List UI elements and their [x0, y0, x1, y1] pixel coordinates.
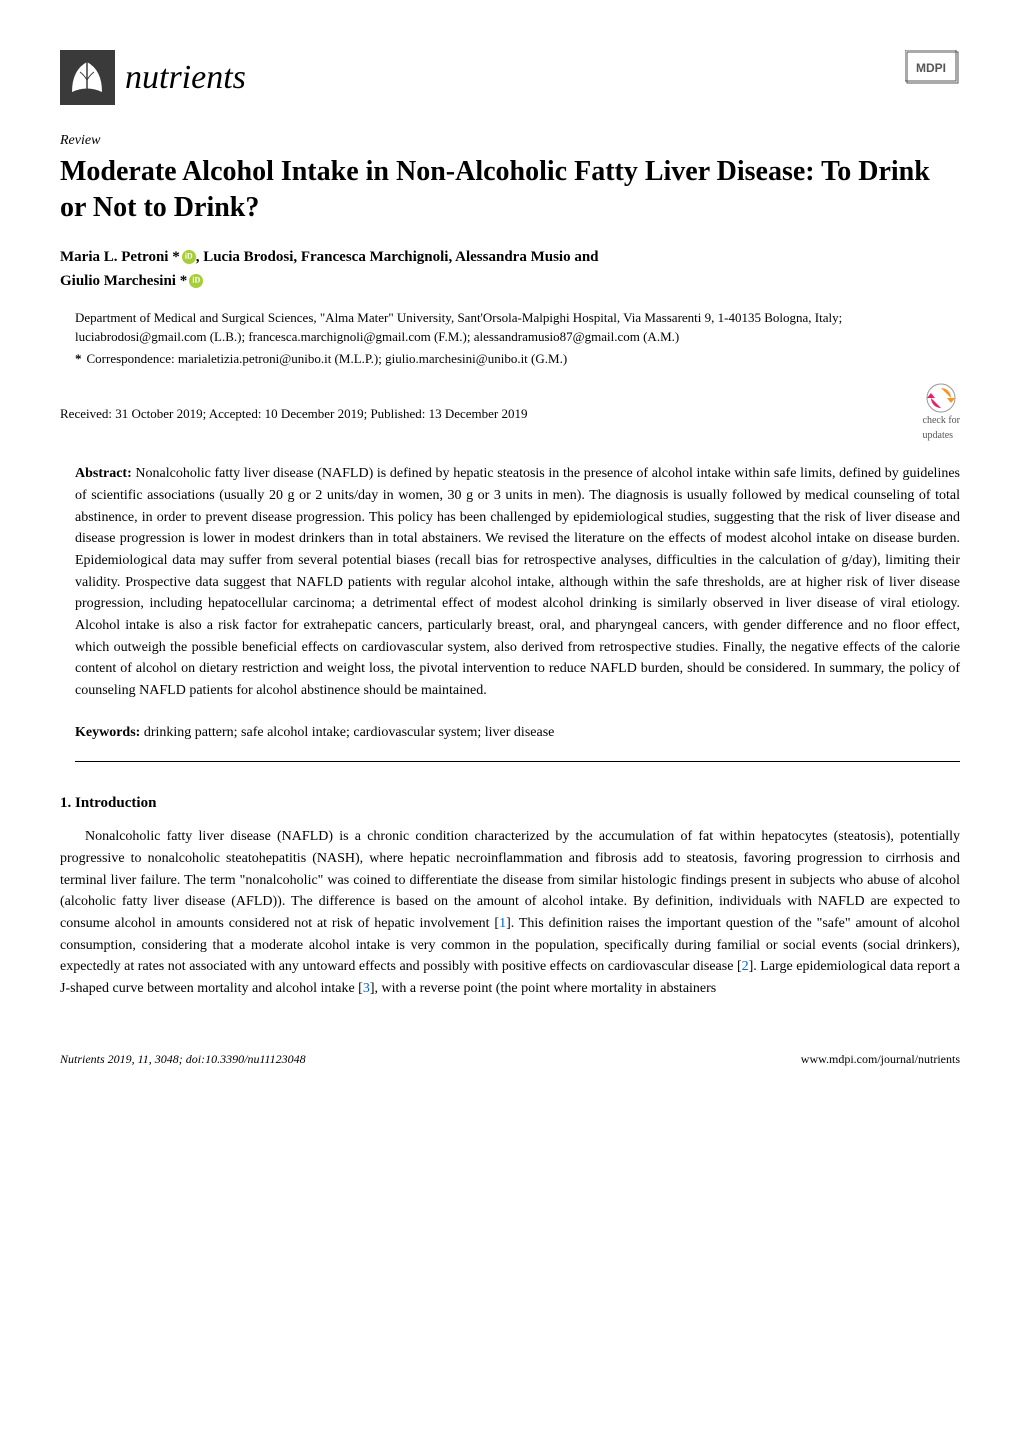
publication-dates: Received: 31 October 2019; Accepted: 10 …: [60, 404, 528, 424]
orcid-icon[interactable]: [189, 274, 203, 288]
svg-text:MDPI: MDPI: [916, 61, 946, 75]
abstract-block: Abstract: Nonalcoholic fatty liver disea…: [75, 463, 960, 702]
section-divider: [75, 761, 960, 762]
article-title: Moderate Alcohol Intake in Non-Alcoholic…: [60, 154, 960, 227]
correspondence-line: * Correspondence: marialetizia.petroni@un…: [75, 349, 960, 369]
mdpi-logo-icon: MDPI: [905, 50, 960, 85]
keywords-block: Keywords: drinking pattern; safe alcohol…: [75, 722, 960, 743]
dates-row: Received: 31 October 2019; Accepted: 10 …: [60, 383, 960, 443]
section-number: 1.: [60, 795, 71, 811]
journal-name: nutrients: [125, 52, 246, 103]
page-footer: Nutrients 2019, 11, 3048; doi:10.3390/nu…: [60, 1050, 960, 1068]
affiliation-text: Department of Medical and Surgical Scien…: [75, 308, 960, 347]
body-paragraph: Nonalcoholic fatty liver disease (NAFLD)…: [60, 826, 960, 1000]
reference-link-3[interactable]: 3: [363, 981, 370, 996]
author-name: Maria L. Petroni *: [60, 249, 180, 265]
correspondence-marker: *: [75, 351, 82, 366]
affiliation-block: Department of Medical and Surgical Scien…: [75, 308, 960, 369]
check-updates-icon: [926, 383, 956, 413]
keywords-label: Keywords:: [75, 725, 140, 740]
author-name-2: Giulio Marchesini *: [60, 273, 187, 289]
section-heading: 1. Introduction: [60, 792, 960, 815]
article-type: Review: [60, 130, 960, 151]
abstract-label: Abstract:: [75, 466, 132, 481]
reference-link-2[interactable]: 2: [742, 959, 749, 974]
correspondence-text: Correspondence: marialetizia.petroni@uni…: [87, 351, 568, 366]
authors-block: Maria L. Petroni * , Lucia Brodosi, Franc…: [60, 245, 960, 293]
check-updates-widget[interactable]: check forupdates: [923, 383, 960, 443]
keywords-text: drinking pattern; safe alcohol intake; c…: [140, 725, 554, 740]
footer-url: www.mdpi.com/journal/nutrients: [801, 1050, 960, 1068]
check-updates-label: check forupdates: [923, 413, 960, 443]
body-text-4: ], with a reverse point (the point where…: [370, 981, 716, 996]
nutrients-logo-icon: [60, 50, 115, 105]
author-names-continued: , Lucia Brodosi, Francesca Marchignoli, …: [196, 249, 599, 265]
footer-citation: Nutrients 2019, 11, 3048; doi:10.3390/nu…: [60, 1050, 306, 1068]
page-header: nutrients MDPI: [60, 50, 960, 105]
orcid-icon[interactable]: [182, 250, 196, 264]
section-title: Introduction: [75, 795, 156, 811]
abstract-text: Nonalcoholic fatty liver disease (NAFLD)…: [75, 466, 960, 698]
journal-logo-block: nutrients: [60, 50, 246, 105]
